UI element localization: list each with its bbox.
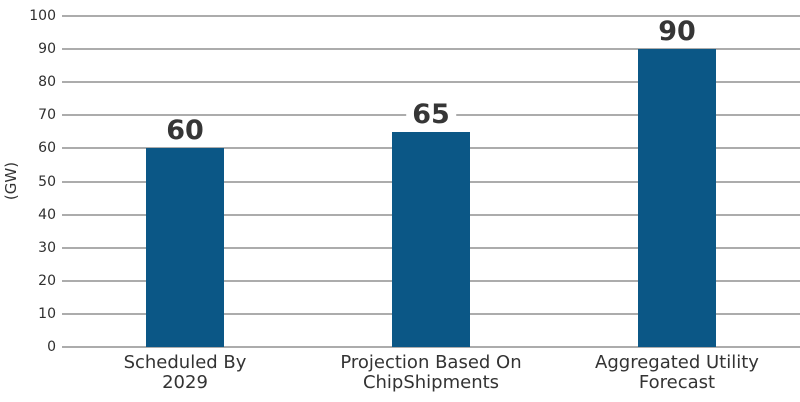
gridline xyxy=(62,346,800,348)
y-axis-tick: 50 xyxy=(38,173,56,190)
bar-slots: 60 65 90 xyxy=(62,16,800,347)
bar-value-label: 90 xyxy=(652,17,702,47)
category-label-projection-chipshipments: Projection Based On ChipShipments xyxy=(340,352,522,393)
bar-group-projection-chipshipments: 65 xyxy=(308,16,554,347)
y-axis-tick: 40 xyxy=(38,206,56,223)
x-axis-labels: Scheduled By 2029 Projection Based On Ch… xyxy=(62,353,800,393)
bar-group-scheduled-by-2029: 60 xyxy=(62,16,308,347)
plot-area: 60 65 90 xyxy=(62,15,800,348)
y-axis-tick: 20 xyxy=(38,272,56,289)
gridline xyxy=(62,48,800,51)
bar-projection-chipshipments xyxy=(392,131,470,347)
category-label-aggregated-utility-forecast: Aggregated Utility Forecast xyxy=(595,352,759,393)
y-axis-tick-labels: 0 10 20 30 40 50 60 70 80 90 100 xyxy=(0,8,56,355)
gridline xyxy=(62,81,800,84)
y-axis-tick: 70 xyxy=(38,107,56,124)
bar-aggregated-utility-forecast xyxy=(638,49,716,347)
y-axis-tick: 0 xyxy=(47,339,56,355)
bar-value-label: 60 xyxy=(160,116,210,146)
y-axis-tick: 10 xyxy=(38,305,56,322)
bar-value-label: 65 xyxy=(406,100,456,129)
gridline xyxy=(62,15,800,17)
category-label-scheduled-by-2029: Scheduled By 2029 xyxy=(123,352,247,393)
y-axis-tick: 60 xyxy=(38,140,56,157)
bar-scheduled-by-2029 xyxy=(146,148,224,347)
bar-group-aggregated-utility-forecast: 90 xyxy=(554,16,800,347)
y-axis-tick: 80 xyxy=(38,74,56,91)
y-axis-tick: 90 xyxy=(38,41,56,58)
y-axis-tick: 30 xyxy=(38,239,56,256)
y-axis-tick: 100 xyxy=(29,8,56,24)
